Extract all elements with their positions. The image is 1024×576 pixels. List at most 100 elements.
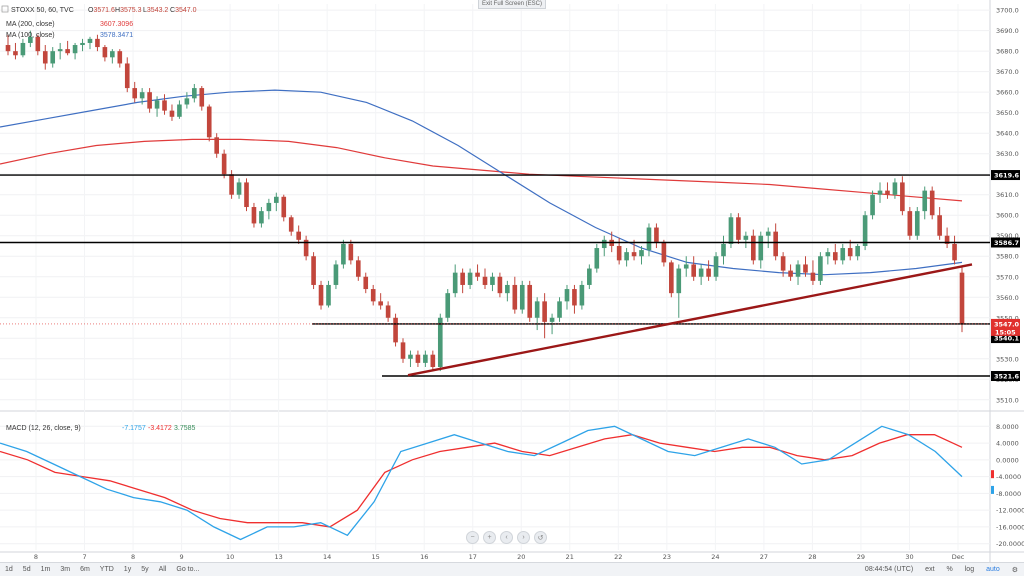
trendline[interactable] <box>407 263 973 377</box>
signal-value: -3.4172 <box>148 425 172 432</box>
price-tag-label: 3586.7 <box>994 239 1019 247</box>
candle-body <box>743 235 749 240</box>
candle-body <box>698 268 704 277</box>
time-tick-label: 23 <box>663 553 671 561</box>
macd-tick-label: -12.0000 <box>996 507 1024 515</box>
price-tick-label: 3650.0 <box>996 109 1019 117</box>
scale-option-button[interactable]: auto <box>986 566 1000 573</box>
nav-control-button[interactable]: − <box>466 531 479 544</box>
candle-body <box>400 342 406 359</box>
legend: STOXX 50, 60, TVC O3571.6 H3575.3 L3543.… <box>1 5 197 432</box>
candle-body <box>601 239 607 249</box>
candle-body <box>855 245 860 257</box>
candle-body <box>341 243 346 265</box>
time-tick-label: 7 <box>82 553 86 561</box>
macd-tick-label: 8.0000 <box>996 423 1019 431</box>
candle-body <box>773 231 778 257</box>
nav-control-button[interactable]: + <box>483 531 496 544</box>
candle-body <box>266 202 272 212</box>
macd-label: MACD (12, 26, close, 9) <box>6 425 81 432</box>
candle-body <box>922 190 928 212</box>
macd-line <box>0 425 963 541</box>
candle-body <box>661 241 667 263</box>
timeframe-button[interactable]: 1y <box>123 566 132 573</box>
candle-body <box>512 284 518 310</box>
timeframe-button[interactable]: 1d <box>5 566 13 573</box>
candle-body <box>333 264 339 285</box>
candle-body <box>355 260 361 277</box>
scale-option-button[interactable]: % <box>946 566 953 573</box>
ohlc-o-label: O3571.6 <box>88 7 115 14</box>
macd-tick-label: -20.0000 <box>996 540 1024 548</box>
candle-body <box>303 239 309 257</box>
time-tick-label: 13 <box>274 553 282 561</box>
ascending-trendline <box>407 263 973 377</box>
candle-body <box>765 231 771 236</box>
candle-body <box>870 194 875 216</box>
candle-body <box>117 51 123 64</box>
price-tick-label: 3560.0 <box>996 294 1019 302</box>
timeframe-button[interactable]: 5d <box>22 566 31 573</box>
nav-control-button[interactable]: ↺ <box>534 531 547 544</box>
candle-body <box>162 100 167 111</box>
candle-body <box>139 92 145 99</box>
time-tick-label: 27 <box>760 553 768 561</box>
clock-time: 08:44:54 (UTC) <box>864 566 914 573</box>
candle-body <box>221 153 227 175</box>
scale-option-button[interactable]: ext <box>925 566 935 573</box>
price-tick-label: 3680.0 <box>996 48 1019 56</box>
candle-body <box>214 137 219 154</box>
candle-body <box>959 272 965 324</box>
candle-body <box>192 88 197 99</box>
settings-gear-icon[interactable]: ⚙ <box>1011 566 1018 574</box>
candle-body <box>631 252 637 257</box>
timeframe-button[interactable]: 3m <box>60 566 71 573</box>
time-tick-label: 8 <box>34 553 38 561</box>
candle-body <box>728 217 734 244</box>
candle-body <box>862 215 868 246</box>
price-tags: 3619.6 3586.7 3547.0 3540.1 3521.6 15:05 <box>991 170 1020 494</box>
candle-body <box>5 45 11 52</box>
nav-control-button[interactable]: ‹ <box>500 531 513 544</box>
exit-fullscreen-button[interactable]: Exit Full Screen (ESC) <box>478 0 546 9</box>
candle-body <box>542 301 547 322</box>
chart-svg[interactable]: 3700.0 3690.0 3680.0 3670.0 3660.0 3650.0 3640… <box>0 0 1024 562</box>
collapse-icon[interactable] <box>1 5 9 13</box>
candle-body <box>281 196 287 218</box>
candle-body <box>624 252 629 261</box>
candle-body <box>154 100 160 109</box>
scale-option-button[interactable]: log <box>964 566 975 573</box>
candle-body <box>393 317 398 343</box>
candle-body <box>877 190 883 195</box>
timeframe-button[interactable]: 6m <box>80 566 90 573</box>
timeframe-button[interactable]: All <box>158 566 167 573</box>
time-tick-label: 30 <box>905 553 913 561</box>
timeframe-button[interactable]: Go to... <box>176 566 200 573</box>
candle-body <box>475 272 480 277</box>
macd-tick-label: 0.0000 <box>996 456 1019 464</box>
candle-body <box>288 217 294 232</box>
price-tick-label: 3640.0 <box>996 130 1019 138</box>
candle-body <box>87 38 93 43</box>
candle-body <box>639 250 644 257</box>
candle-body <box>594 248 600 269</box>
timeframe-button[interactable]: YTD <box>99 566 114 573</box>
candle-body <box>780 256 786 271</box>
macd-tick-label: -8.0000 <box>996 490 1021 498</box>
timeframe-button[interactable]: 1m <box>40 566 51 573</box>
candle-body <box>572 289 577 306</box>
candle-body <box>952 243 957 261</box>
histogram-value: 3.7585 <box>174 425 196 432</box>
timeframe-list: 1d 5d 1m 3m 6m YTD 1y 5y All Go to... <box>0 566 204 573</box>
candle-body <box>370 289 376 302</box>
candle-body <box>832 252 838 261</box>
horizontal-levels[interactable] <box>0 174 990 377</box>
price-tag-box <box>991 333 1020 344</box>
macd-pane <box>0 425 963 541</box>
bottom-toolbar: 1d 5d 1m 3m 6m YTD 1y 5y All Go to... 08:44:54 (U… <box>0 562 1024 576</box>
nav-control-button[interactable]: › <box>517 531 530 544</box>
candle-body <box>900 182 905 212</box>
timeframe-button[interactable]: 5y <box>141 566 149 573</box>
macd-tick-label: -4.0000 <box>996 473 1021 481</box>
candle-body <box>251 207 257 224</box>
